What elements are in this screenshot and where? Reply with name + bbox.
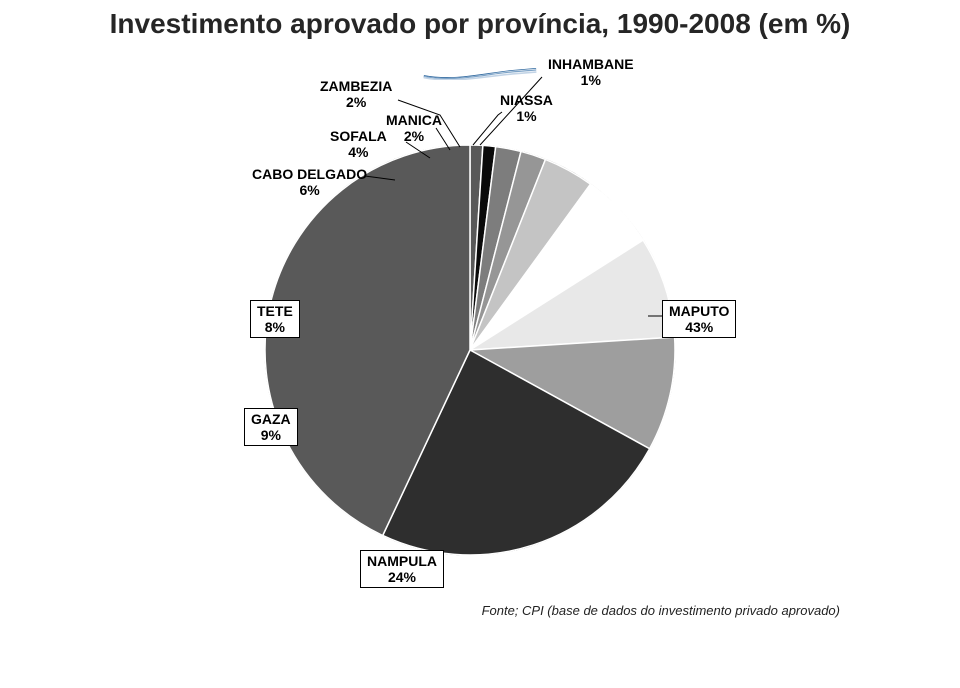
- label-niassa: NIASSA1%: [500, 92, 553, 124]
- leader-line: [473, 112, 502, 145]
- label-maputo: MAPUTO43%: [662, 300, 736, 338]
- label-zambezia: ZAMBEZIA2%: [320, 78, 392, 110]
- label-gaza: GAZA9%: [244, 408, 298, 446]
- label-cabo-delgado: CABO DELGADO6%: [252, 166, 367, 198]
- label-manica: MANICA2%: [386, 112, 442, 144]
- page: { "title": { "text": "Investimento aprov…: [0, 0, 960, 688]
- label-tete: TETE8%: [250, 300, 300, 338]
- pie-chart: INHAMBANE1%NIASSA1%ZAMBEZIA2%MANICA2%SOF…: [0, 0, 960, 688]
- decorative-swoosh: [0, 0, 960, 80]
- label-sofala: SOFALA4%: [330, 128, 387, 160]
- source-note: Fonte; CPI (base de dados do investiment…: [482, 603, 840, 618]
- label-nampula: NAMPULA24%: [360, 550, 444, 588]
- pie-svg: [0, 0, 960, 688]
